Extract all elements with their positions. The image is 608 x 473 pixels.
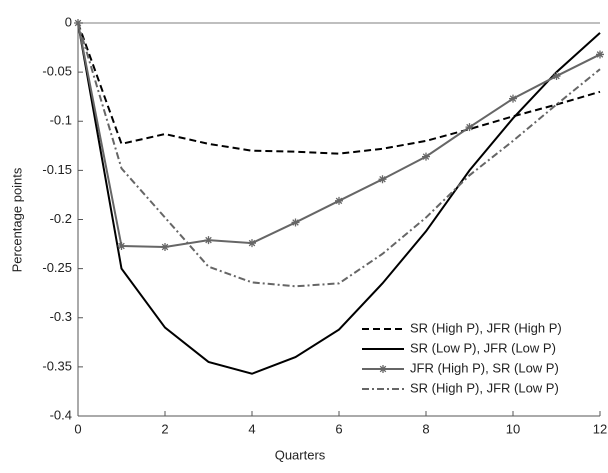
legend-marker [379, 365, 387, 373]
x-tick-label: 0 [74, 421, 81, 436]
y-tick-label: -0.3 [50, 309, 72, 324]
marker [422, 152, 430, 161]
legend-label: SR (High P), JFR (High P) [410, 320, 562, 335]
y-tick-label: -0.05 [42, 64, 72, 79]
marker [378, 175, 387, 184]
y-tick-label: -0.35 [42, 358, 72, 373]
marker [204, 236, 213, 245]
marker [335, 196, 343, 205]
y-axis-label: Percentage points [9, 167, 24, 272]
marker [509, 94, 517, 103]
marker [552, 72, 561, 81]
y-tick-label: 0 [65, 14, 72, 29]
y-tick-label: -0.25 [42, 260, 72, 275]
series-line [77, 22, 601, 288]
legend-label: SR (Low P), JFR (Low P) [410, 340, 556, 355]
series-line [77, 22, 601, 249]
marker [291, 218, 300, 227]
y-tick-label: -0.15 [42, 162, 72, 177]
y-tick-label: -0.2 [50, 211, 72, 226]
y-tick-label: -0.1 [50, 113, 72, 128]
marker [596, 50, 604, 59]
x-tick-label: 8 [422, 421, 429, 436]
x-axis-label: Quarters [275, 447, 326, 462]
legend-label: JFR (High P), SR (Low P) [410, 360, 559, 375]
marker [117, 242, 126, 251]
x-tick-label: 10 [506, 421, 520, 436]
marker [248, 239, 256, 248]
x-tick-label: 12 [593, 421, 607, 436]
series-line [77, 22, 601, 155]
x-tick-label: 6 [335, 421, 342, 436]
marker [161, 243, 169, 252]
x-tick-label: 4 [248, 421, 255, 436]
legend-box [356, 316, 588, 402]
y-tick-label: -0.4 [50, 407, 72, 422]
legend: SR (High P), JFR (High P) SR (Low P), JFR… [356, 316, 588, 402]
legend-label: SR (High P), JFR (Low P) [410, 380, 559, 395]
marker [465, 123, 474, 132]
x-tick-label: 2 [161, 421, 168, 436]
series-line [77, 22, 601, 375]
